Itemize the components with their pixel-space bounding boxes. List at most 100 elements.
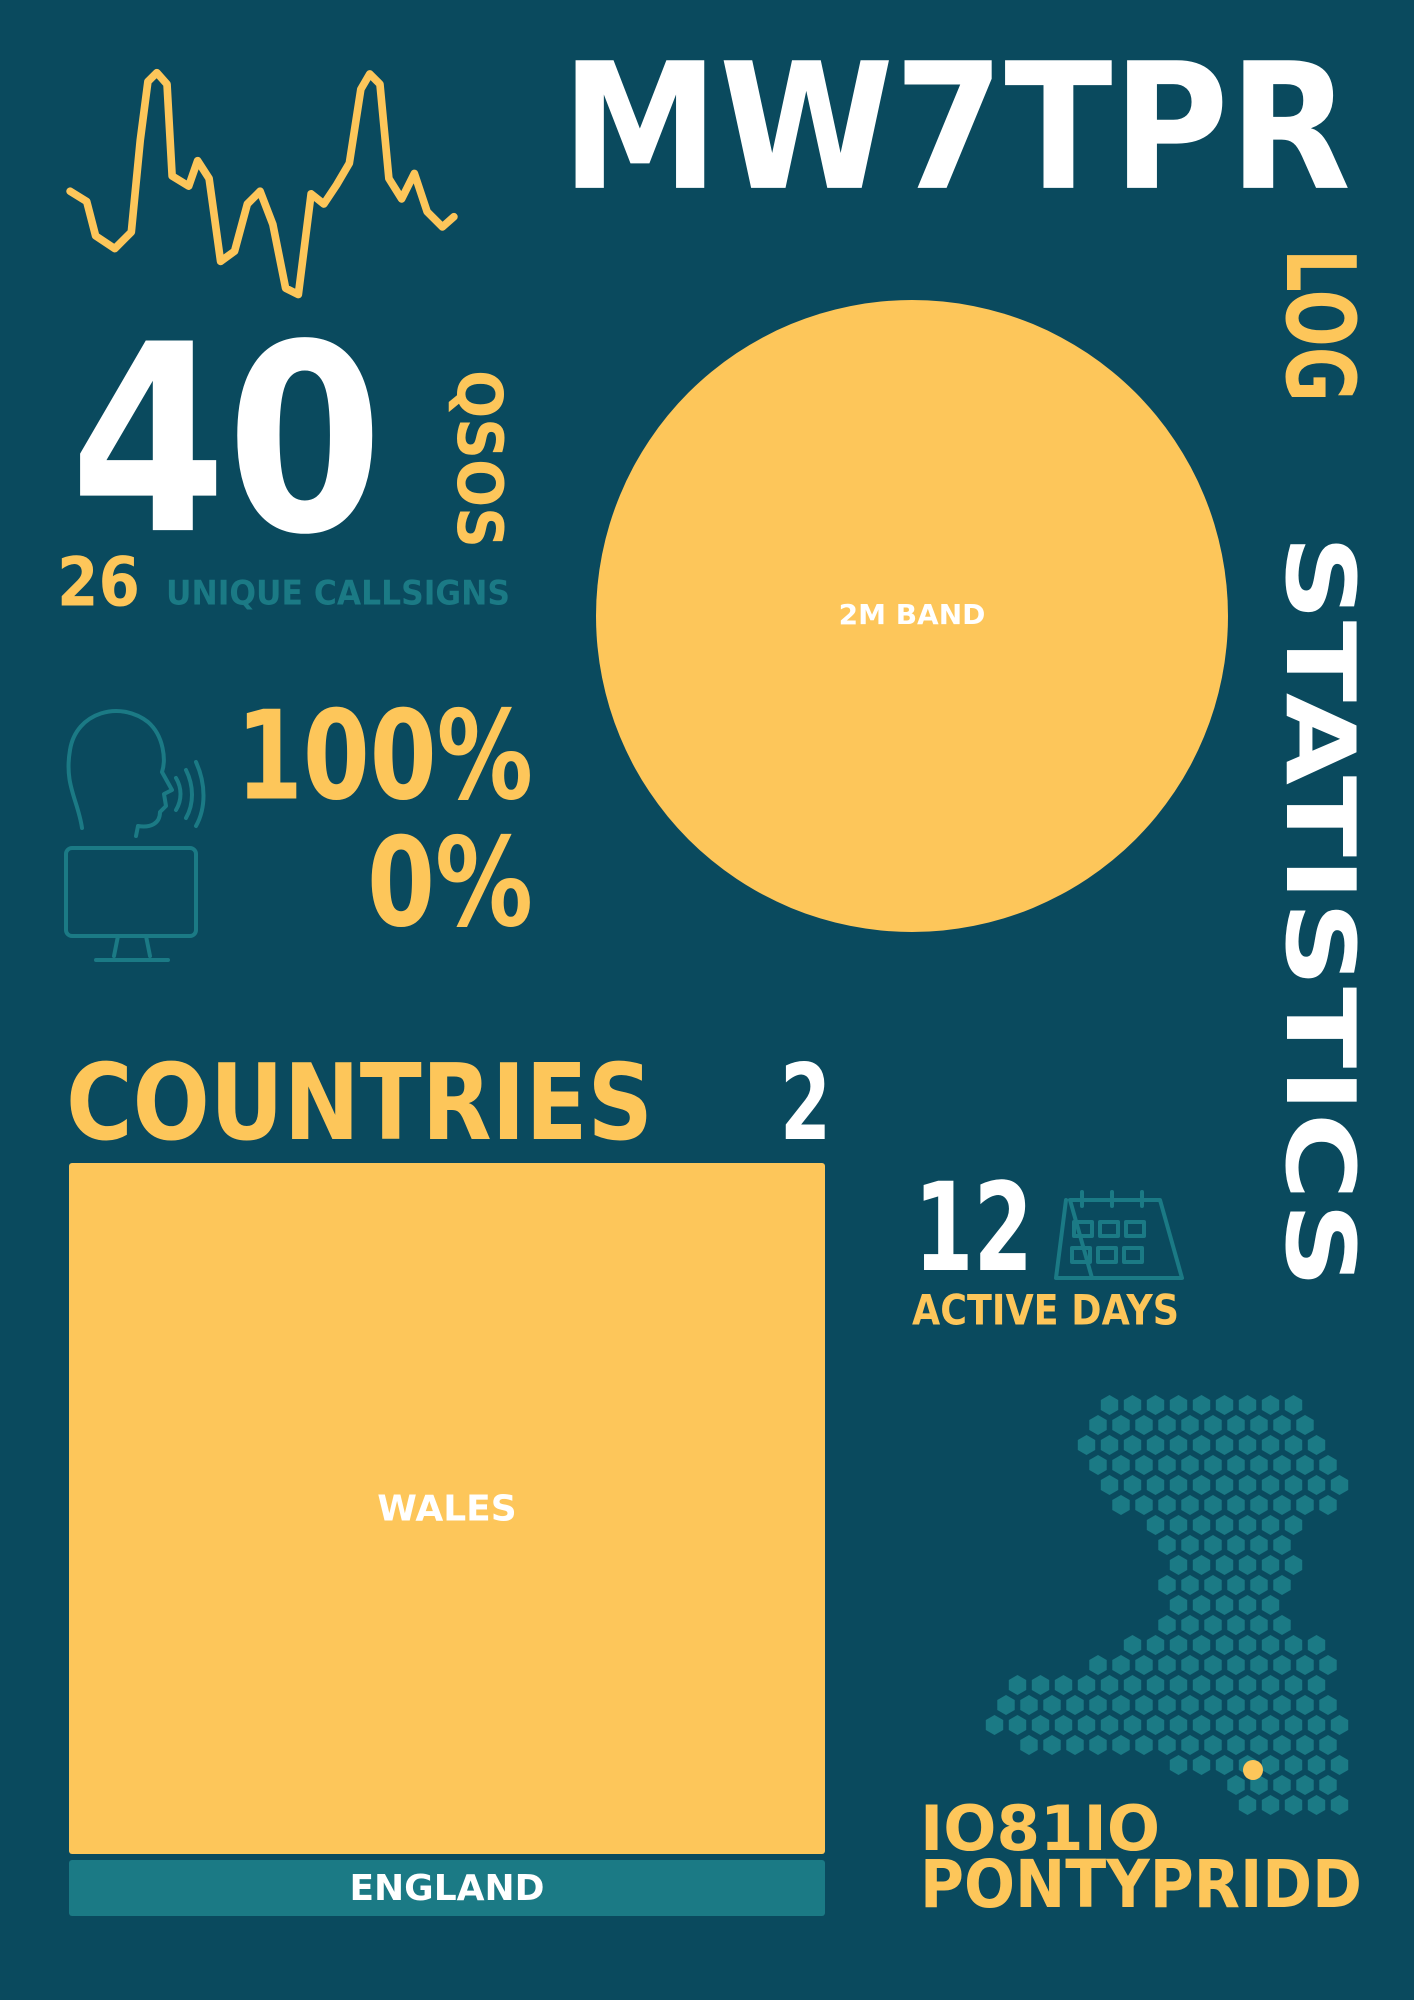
subtitle-log: LOG (1264, 249, 1374, 402)
hex-cell (1204, 1655, 1222, 1675)
voice-icon (66, 709, 206, 838)
hex-cell (1158, 1655, 1176, 1675)
hex-cell (1181, 1695, 1199, 1715)
hex-cell (1112, 1495, 1130, 1515)
calendar-icon (1054, 1190, 1184, 1280)
hex-cell (1089, 1655, 1107, 1675)
hex-cell (1112, 1695, 1130, 1715)
hex-cell (1089, 1735, 1107, 1755)
hex-cell (1261, 1755, 1280, 1775)
hex-cell (1296, 1775, 1314, 1795)
hex-cell (1261, 1715, 1280, 1735)
town: PONTYPRIDD (920, 1846, 1362, 1923)
hex-cell (1100, 1715, 1119, 1735)
computer-icon (64, 846, 198, 962)
hex-cell (1135, 1415, 1153, 1435)
hex-cell (1284, 1475, 1303, 1495)
wales-map (985, 1395, 1349, 1815)
hex-cell (1307, 1435, 1326, 1455)
hex-cell (1031, 1675, 1050, 1695)
hex-cell (1284, 1515, 1303, 1535)
hex-cell (1284, 1555, 1303, 1575)
hex-cell (1169, 1435, 1188, 1455)
hex-cell (1227, 1455, 1245, 1475)
hex-cell (1273, 1735, 1291, 1755)
hex-cell (1307, 1635, 1326, 1655)
hex-cell (1296, 1455, 1314, 1475)
hex-cell (1077, 1435, 1096, 1455)
hex-cell (1077, 1715, 1096, 1735)
hex-cell (1020, 1695, 1038, 1715)
hex-cell (1204, 1415, 1222, 1435)
unique-count: 26 (57, 544, 140, 623)
hex-cell (1100, 1675, 1119, 1695)
hex-cell (1066, 1735, 1084, 1755)
hex-cell (1089, 1455, 1107, 1475)
hex-cell (1296, 1415, 1314, 1435)
hex-cell (1227, 1695, 1245, 1715)
hex-cell (1227, 1655, 1245, 1675)
hex-cell (1273, 1695, 1291, 1715)
hex-cell (1307, 1755, 1326, 1775)
hex-cell (1319, 1455, 1337, 1475)
hex-cell (1330, 1795, 1349, 1815)
hex-cell (1284, 1635, 1303, 1655)
hex-cell (1158, 1575, 1176, 1595)
hex-cell (1238, 1715, 1257, 1735)
hex-cell (1284, 1435, 1303, 1455)
hex-cell (1273, 1615, 1291, 1635)
hex-cell (1307, 1795, 1326, 1815)
hex-cell (1169, 1715, 1188, 1735)
hex-cell (1204, 1535, 1222, 1555)
hex-cell (1123, 1635, 1142, 1655)
waveform-icon (66, 68, 458, 299)
hex-cell (1192, 1715, 1211, 1735)
hex-cell (1066, 1695, 1084, 1715)
hex-cell (1135, 1695, 1153, 1715)
hex-cell (1261, 1635, 1280, 1655)
hex-cell (1135, 1655, 1153, 1675)
countries-count: 2 (780, 1042, 831, 1164)
hex-cell (1158, 1415, 1176, 1435)
hex-cell (1319, 1655, 1337, 1675)
hex-cell (1284, 1755, 1303, 1775)
hex-cell (1238, 1515, 1257, 1535)
hex-cell (1169, 1475, 1188, 1495)
hex-cell (1181, 1455, 1199, 1475)
hex-cell (1181, 1495, 1199, 1515)
hex-cell (1215, 1675, 1234, 1695)
hex-cell (1169, 1755, 1188, 1775)
hex-cell (1135, 1455, 1153, 1475)
qso-label: QSOS (443, 370, 516, 548)
active-days-label: ACTIVE DAYS (912, 1286, 1179, 1335)
hex-cell (1215, 1515, 1234, 1535)
hex-cell (1284, 1795, 1303, 1815)
hex-cell (1215, 1595, 1234, 1615)
hex-cell (1250, 1615, 1268, 1635)
hex-cell (1146, 1715, 1165, 1735)
hex-cell (1077, 1675, 1096, 1695)
hex-cell (1204, 1735, 1222, 1755)
hex-cell (1227, 1615, 1245, 1635)
callsign-title: MW7TPR (561, 27, 1351, 230)
hex-cell (1169, 1675, 1188, 1695)
hex-cell (1192, 1435, 1211, 1455)
hex-cell (1227, 1735, 1245, 1755)
hex-cell (1204, 1615, 1222, 1635)
hex-cell (1238, 1635, 1257, 1655)
hex-cell (1261, 1435, 1280, 1455)
hex-cell (1238, 1675, 1257, 1695)
hex-cell (1307, 1715, 1326, 1735)
hex-cell (1273, 1575, 1291, 1595)
hex-cell (1204, 1455, 1222, 1475)
hex-cell (1227, 1575, 1245, 1595)
hex-cell (1181, 1575, 1199, 1595)
hex-cell (1250, 1575, 1268, 1595)
hex-cell (1215, 1555, 1234, 1575)
hex-cell (1215, 1755, 1234, 1775)
hex-cell (1296, 1495, 1314, 1515)
hex-cell (1261, 1795, 1280, 1815)
hex-cell (1215, 1635, 1234, 1655)
hex-cell (1273, 1655, 1291, 1675)
hex-cell (1273, 1415, 1291, 1435)
